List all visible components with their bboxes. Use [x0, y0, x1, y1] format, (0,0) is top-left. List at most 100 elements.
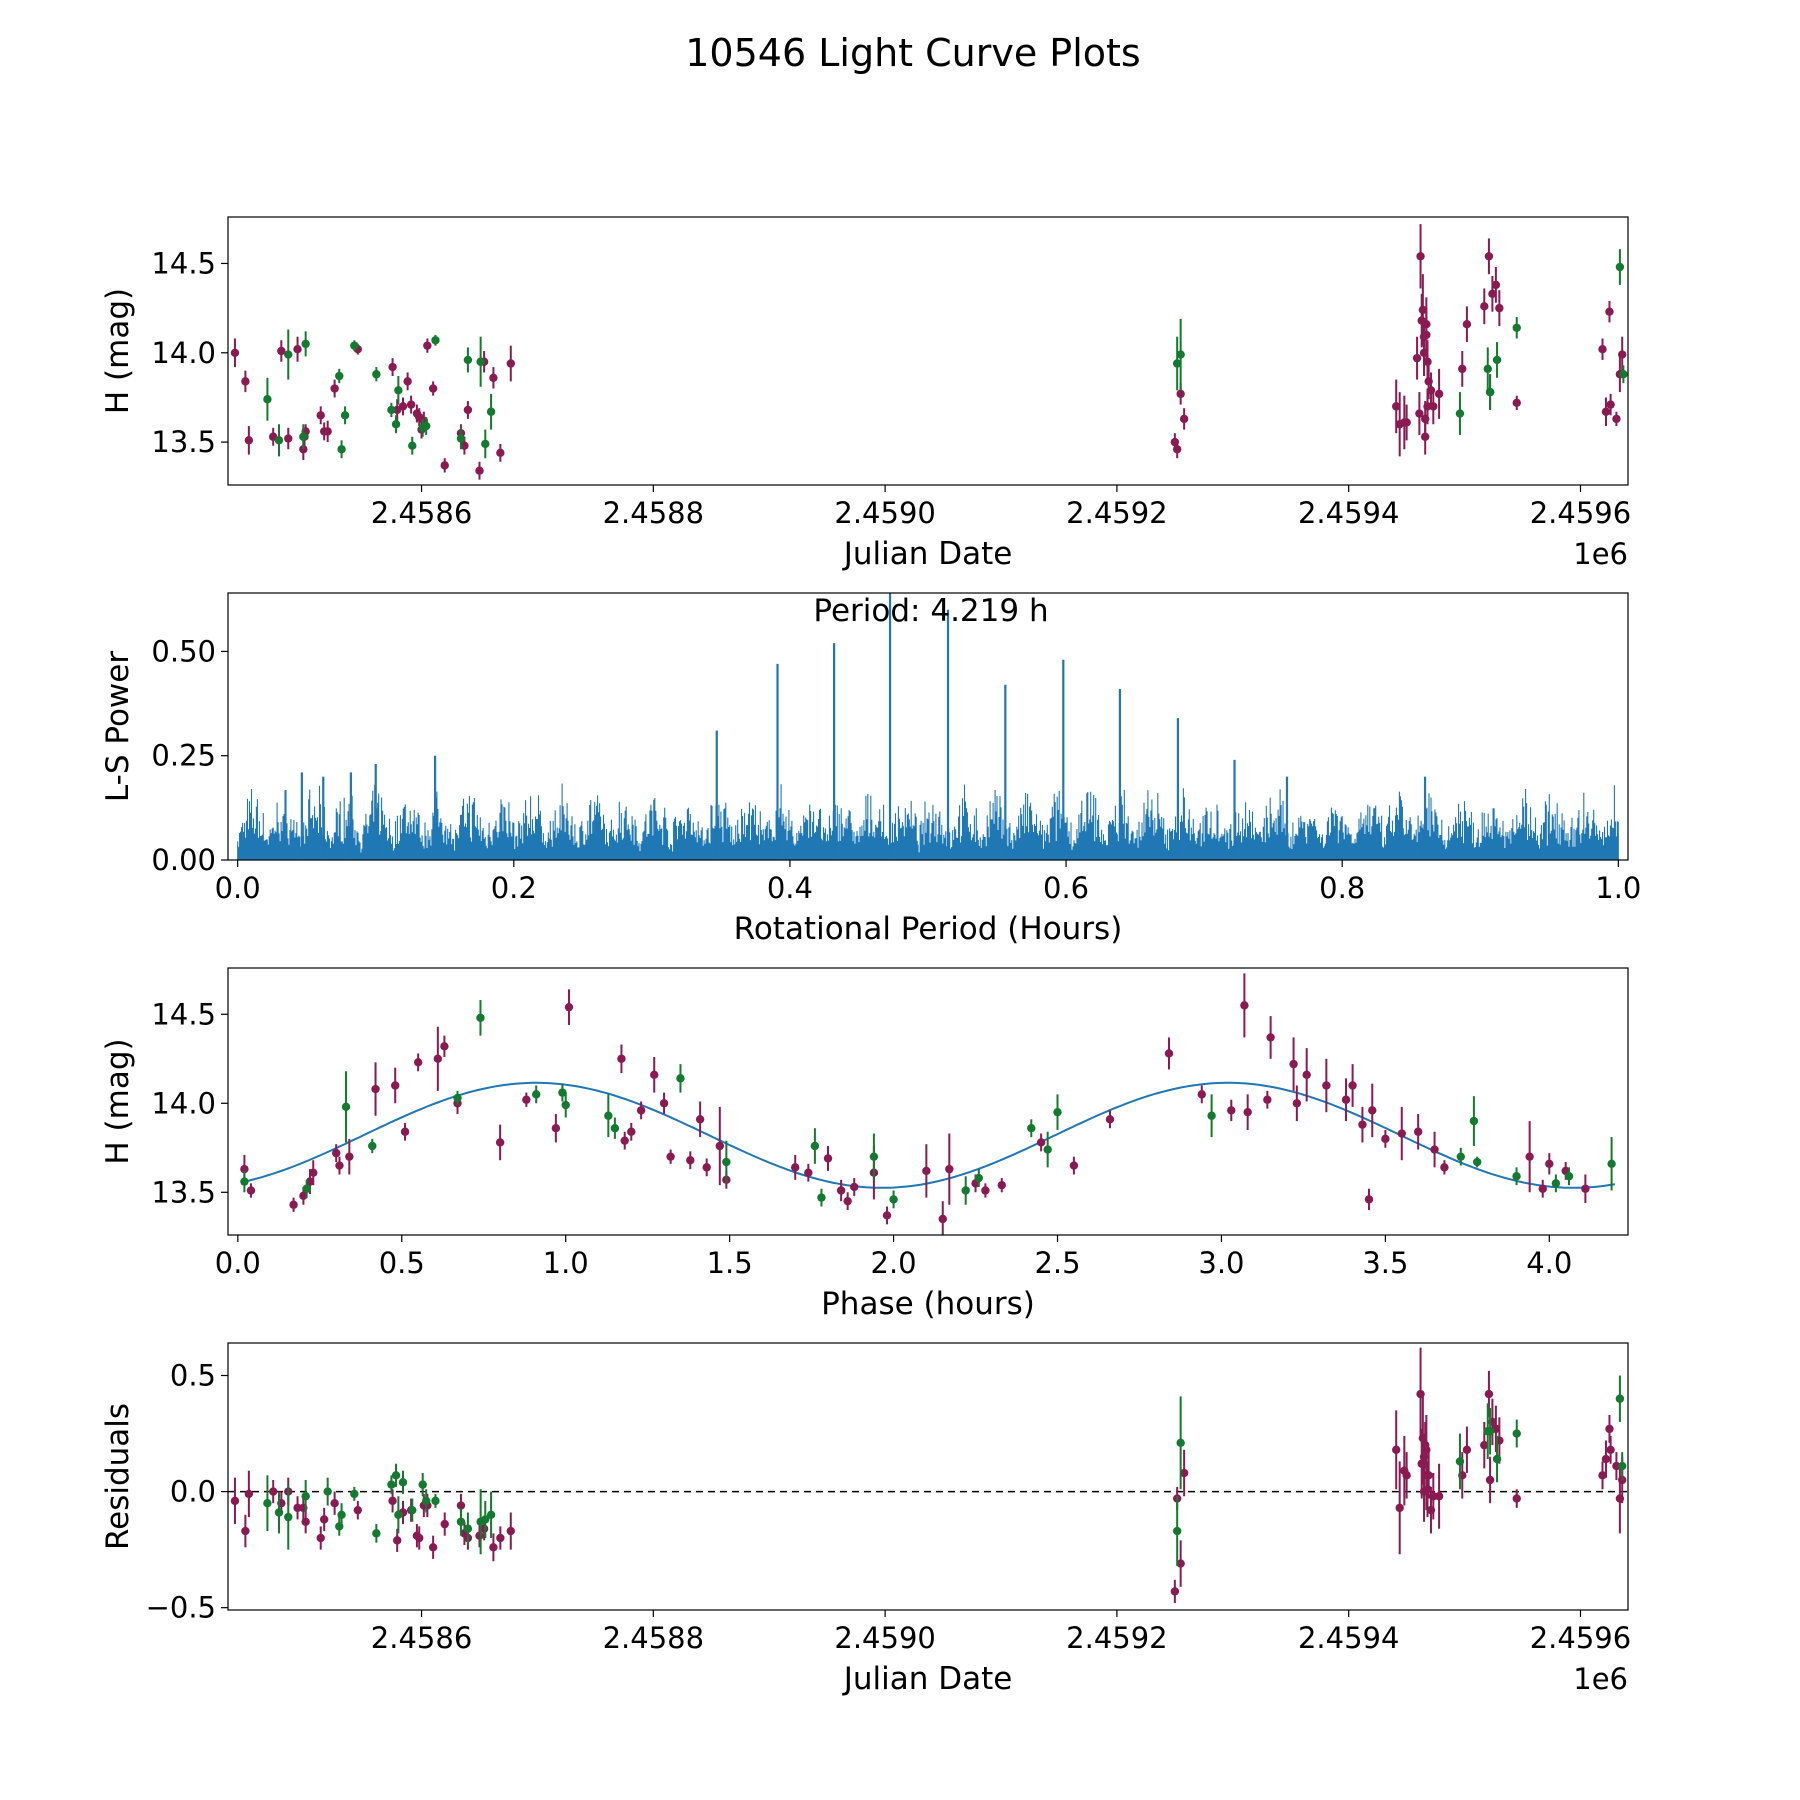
data-point [1512, 1429, 1521, 1438]
data-point [1172, 445, 1182, 454]
x-tick-label: 2.5 [1034, 1246, 1080, 1280]
data-point [1423, 402, 1432, 411]
data-point [486, 407, 496, 416]
data-point [440, 1042, 449, 1051]
data-point [489, 373, 498, 382]
data-point [1027, 1124, 1036, 1133]
series-filter-b [263, 1375, 1627, 1566]
data-point [1176, 389, 1185, 399]
y-tick-label: 14.5 [151, 246, 216, 280]
y-tick-label: 0.0 [170, 1475, 216, 1509]
data-point [1418, 305, 1428, 315]
x-tick-label: 4.0 [1526, 1246, 1572, 1280]
data-point [418, 1480, 427, 1489]
data-point [1612, 414, 1621, 424]
data-point [561, 1100, 570, 1110]
data-point [240, 1164, 249, 1174]
data-point [850, 1182, 859, 1192]
x-tick-label: 2.4588 [603, 1621, 704, 1655]
data-point [284, 350, 293, 359]
x-tick-label: 2.4596 [1530, 1621, 1631, 1655]
data-point [1564, 1172, 1574, 1181]
data-point [1607, 1159, 1616, 1169]
data-point [1615, 262, 1625, 272]
data-point [1598, 1471, 1607, 1480]
x-tick-label: 2.4586 [371, 496, 472, 530]
data-point [340, 411, 350, 420]
data-point [330, 384, 339, 393]
data-point [284, 434, 293, 443]
data-point [506, 359, 515, 368]
data-point [650, 1070, 659, 1080]
y-tick-label: 13.5 [151, 1175, 216, 1209]
x-tick-label: 1.0 [1595, 871, 1641, 905]
data-point [676, 1074, 685, 1083]
data-point [263, 395, 272, 404]
data-point [481, 1515, 490, 1524]
periodogram-axes-frame [227, 592, 1629, 861]
data-point [289, 1200, 298, 1209]
data-point [506, 1526, 515, 1536]
data-point [428, 384, 438, 393]
data-point [1395, 1503, 1404, 1513]
data-point [391, 1471, 401, 1480]
data-point [1480, 1440, 1489, 1450]
data-point [1472, 1157, 1482, 1167]
data-point [843, 1196, 852, 1206]
data-point [1606, 1445, 1615, 1455]
lightcurve-x-axis-label: Julian Date [842, 536, 1013, 572]
x-tick-label: 0.0 [215, 871, 261, 905]
y-tick-label: 0.00 [151, 843, 216, 877]
data-point [263, 1499, 272, 1508]
data-point [1462, 1445, 1472, 1455]
periodogram-panel: 0.0 0.2 0.4 0.6 0.8 1.0 0.00 0.25 0.50 Rotational… [100, 592, 1641, 947]
x-tick-label: 0.4 [767, 871, 813, 905]
data-point [244, 1489, 254, 1499]
data-point [1485, 387, 1495, 397]
phased-plot-area [240, 973, 1616, 1235]
data-point [481, 439, 490, 449]
lightcurve-axes-frame [227, 216, 1629, 486]
data-point [305, 1177, 315, 1186]
data-point [476, 1013, 485, 1023]
data-point [1424, 1471, 1433, 1480]
data-point [1512, 1494, 1521, 1503]
data-point [301, 1517, 310, 1526]
data-point [335, 1161, 344, 1170]
data-point [627, 1127, 636, 1136]
lightcurve-plot-area [230, 224, 1628, 480]
data-point [241, 1526, 250, 1536]
data-point [403, 377, 412, 386]
data-point [299, 1191, 308, 1201]
phased-axes-frame [227, 967, 1629, 1236]
data-point [1172, 359, 1182, 368]
phased-panel: 0.0 0.5 1.0 1.5 2.0 2.5 3.0 3.5 4.0 13.5 14.0 14.5 P… [100, 967, 1629, 1322]
data-point [489, 1543, 498, 1552]
data-point [1483, 364, 1492, 374]
data-point [431, 336, 440, 345]
data-point [408, 1505, 417, 1515]
data-point [1053, 1107, 1062, 1117]
data-point [702, 1163, 711, 1172]
data-point [1105, 1115, 1115, 1124]
data-point [531, 1090, 541, 1099]
data-point [486, 1510, 496, 1520]
data-point [241, 377, 250, 386]
data-point [1605, 1424, 1614, 1434]
x-tick-label: 2.4592 [1066, 1621, 1167, 1655]
data-point [456, 1517, 466, 1526]
data-point [1043, 1145, 1052, 1154]
data-point [1512, 323, 1521, 332]
data-point [475, 1531, 484, 1540]
residuals-panel: 2.4586 2.4588 2.4590 2.4592 2.4594 2.4596 −0.5… [100, 1342, 1631, 1697]
data-point [268, 1487, 278, 1496]
data-point [981, 1186, 990, 1195]
data-point [1197, 1090, 1206, 1099]
data-point [1545, 1159, 1554, 1169]
phased-y-axis-label: H (mag) [100, 1038, 136, 1164]
residuals-plot-area [228, 1347, 1628, 1604]
data-point [301, 1492, 310, 1501]
data-point [301, 339, 310, 349]
data-point [1179, 1468, 1189, 1478]
data-point [564, 1002, 574, 1012]
